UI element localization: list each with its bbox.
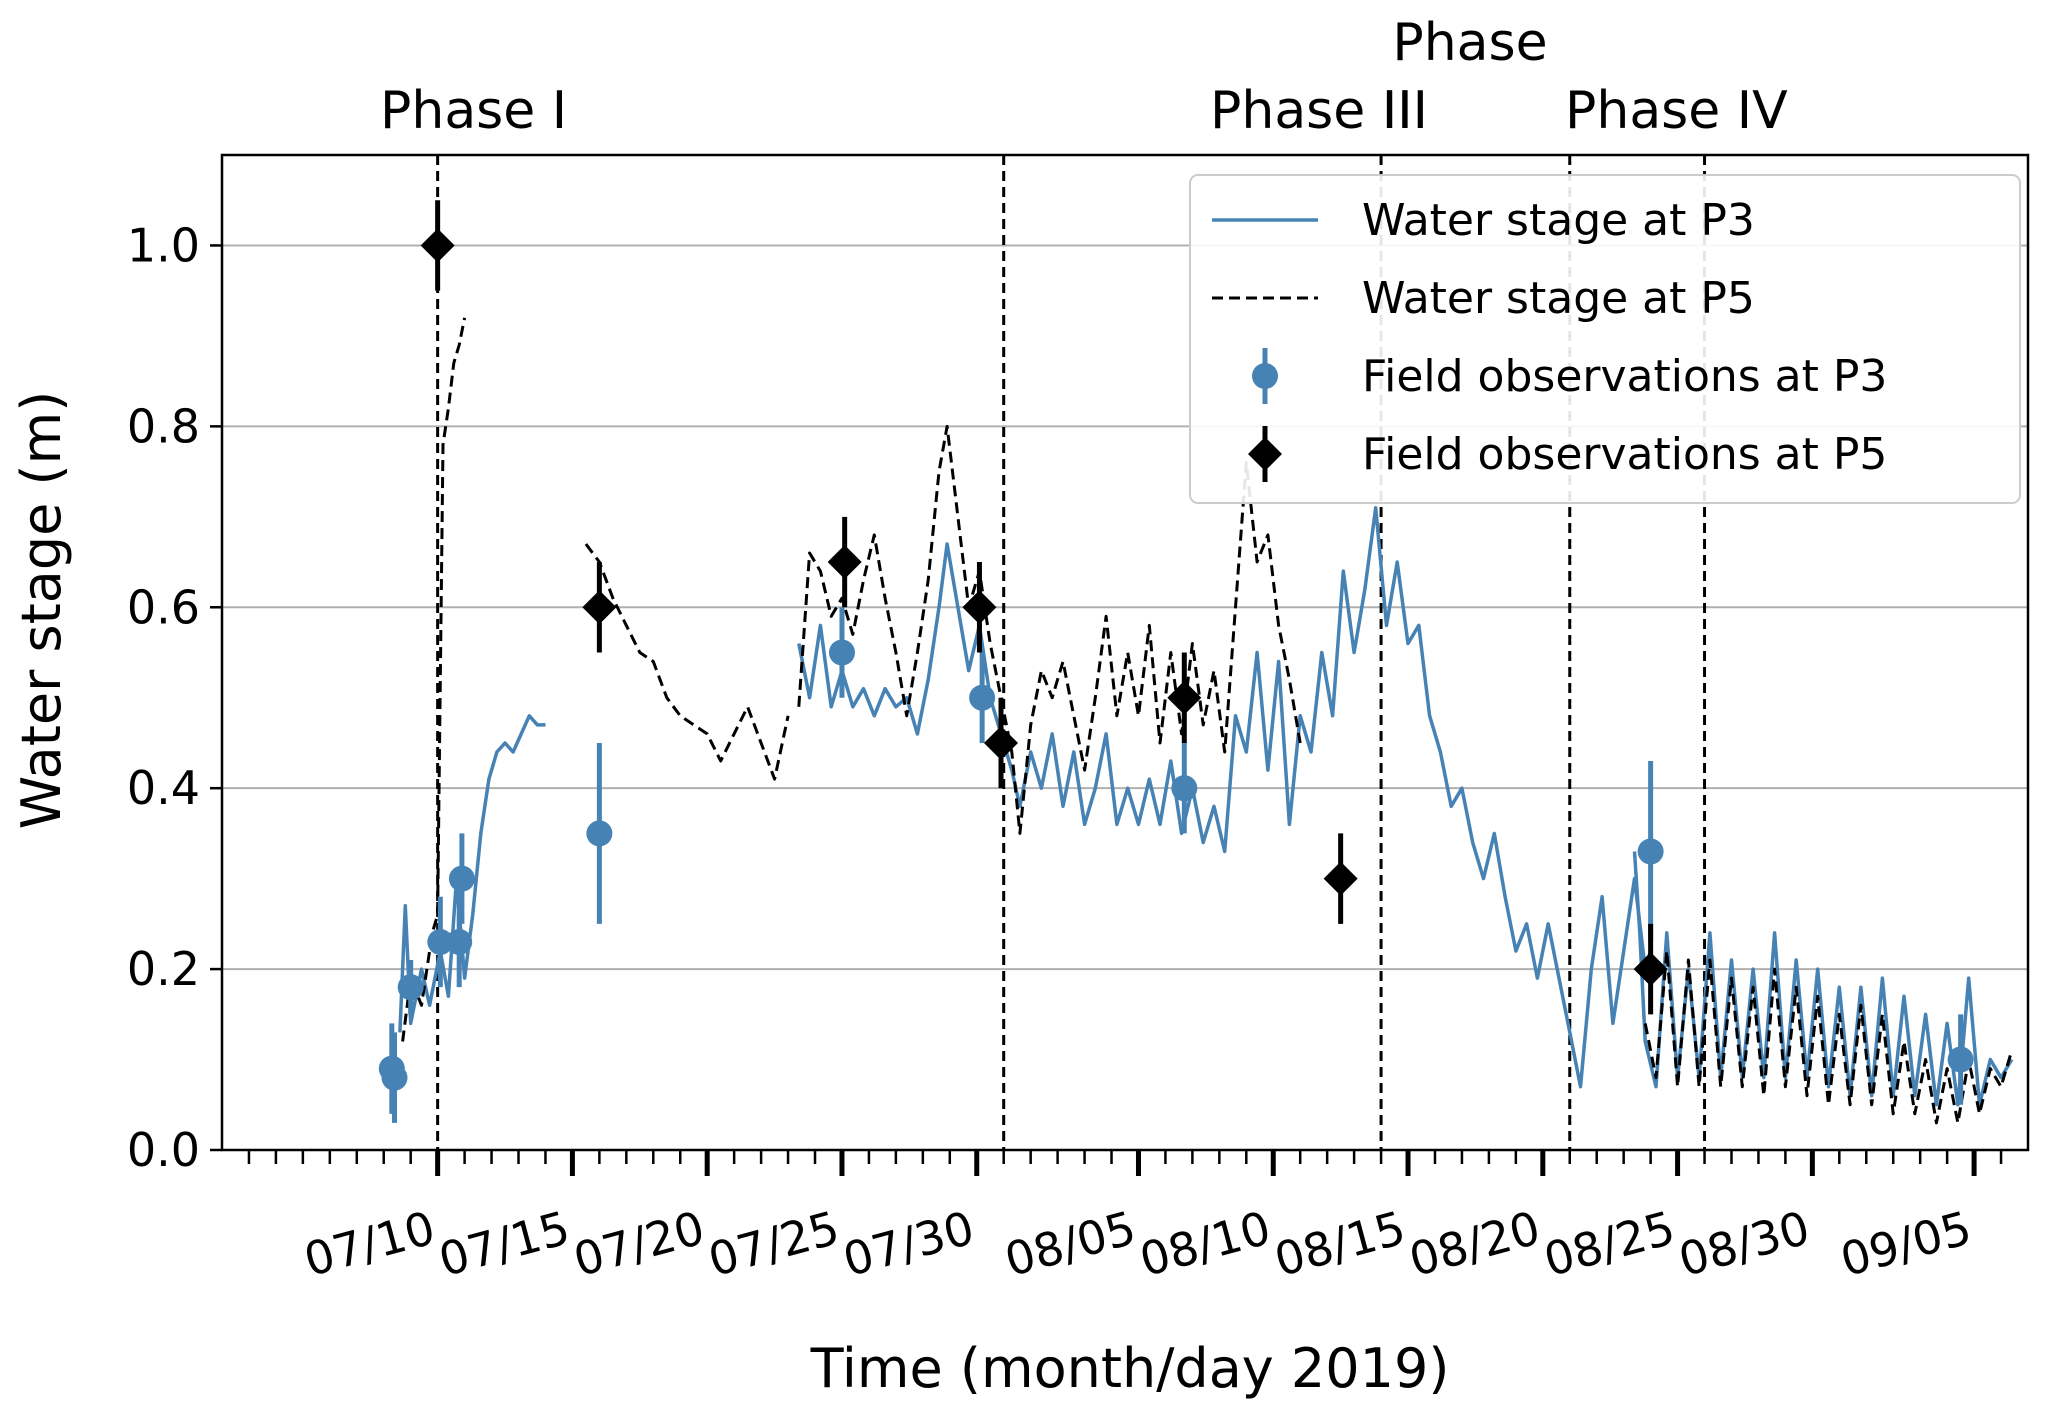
phase-label: Phase IV <box>1565 81 1788 141</box>
p3-observation-point <box>1171 775 1198 802</box>
x-tick-label: 08/30 <box>1673 1200 1815 1286</box>
p3-observation-point <box>446 928 473 955</box>
p5-stage-line <box>1643 949 2014 1125</box>
p5-observation-point <box>1633 952 1668 987</box>
legend-p5-obs-label: Field observations at P5 <box>1362 429 1887 480</box>
legend-p5-obs-marker <box>1248 437 1282 471</box>
phase-label-part: III <box>1382 81 1428 141</box>
p3-observation-point <box>1637 838 1664 865</box>
legend: Water stage at P3 Water stage at P5 Fiel… <box>1189 174 2021 504</box>
p5-stage-line <box>797 424 1302 835</box>
x-tick-label: 07/30 <box>838 1200 980 1286</box>
p3-observation-point <box>397 974 424 1001</box>
legend-p3-line-label: Water stage at P3 <box>1362 195 1755 246</box>
y-tick-label: 0.6 <box>127 580 200 634</box>
p5-observation-point <box>420 228 455 263</box>
p3-observation-point <box>969 684 996 711</box>
x-tick-label: 07/10 <box>298 1200 440 1286</box>
p3-stage-line <box>797 506 1653 1089</box>
x-tick-label: 07/15 <box>433 1200 575 1286</box>
p3-stage-line <box>1632 851 2014 1107</box>
y-tick-label: 0.8 <box>127 399 200 453</box>
phase-labels: Phase I Phase II Phase III Phase IV <box>380 13 1788 141</box>
y-tick-label: 1.0 <box>127 218 200 272</box>
p3-observation-point <box>448 865 475 892</box>
x-tick-label: 09/05 <box>1835 1200 1977 1286</box>
p5-observation-point <box>582 590 617 625</box>
p3-observation-point <box>1947 1046 1974 1073</box>
p5-observation-point <box>1323 861 1358 896</box>
y-axis-ticks: 0.0 0.2 0.4 0.6 0.8 1.0 <box>127 218 222 1177</box>
phase-label: Phase I <box>380 81 567 141</box>
x-tick-label: 08/20 <box>1404 1200 1546 1286</box>
observation-markers <box>378 200 1974 1123</box>
legend-p3-obs-label: Field observations at P3 <box>1362 351 1887 402</box>
y-axis-title: Water stage (m) <box>10 391 73 830</box>
p3-observation-point <box>381 1064 408 1091</box>
x-tick-label: 08/05 <box>999 1200 1141 1286</box>
x-axis-title: Time (month/day 2019) <box>810 1337 1450 1400</box>
plot-frame <box>220 153 2030 1152</box>
x-tick-label: 08/15 <box>1269 1200 1411 1286</box>
legend-p3-obs-marker <box>1252 363 1278 389</box>
p3-stage-line <box>398 714 546 1033</box>
p5-observation-point <box>1167 680 1202 715</box>
p3-observation-point <box>427 928 454 955</box>
legend-p5-line-label: Water stage at P5 <box>1362 273 1755 324</box>
x-tick-label: 07/20 <box>568 1200 710 1286</box>
phase-label: Phase II <box>1210 81 1412 141</box>
y-tick-label: 0.2 <box>127 942 200 996</box>
p5-observation-point <box>984 725 1019 760</box>
phase-label-part: Phase <box>1392 13 1547 73</box>
p3-observation-point <box>828 639 855 666</box>
x-tick-label: 08/25 <box>1538 1200 1680 1286</box>
p5-stage-line <box>584 543 790 781</box>
p5-observation-point <box>827 545 862 580</box>
x-tick-label: 07/25 <box>703 1200 845 1286</box>
p5-observation-point <box>962 590 997 625</box>
x-tick-label: 08/10 <box>1134 1200 1276 1286</box>
legend-box <box>1189 174 2021 504</box>
p3-observation-point <box>586 820 613 847</box>
y-tick-label: 0.4 <box>127 761 200 815</box>
y-tick-label: 0.0 <box>127 1123 200 1177</box>
